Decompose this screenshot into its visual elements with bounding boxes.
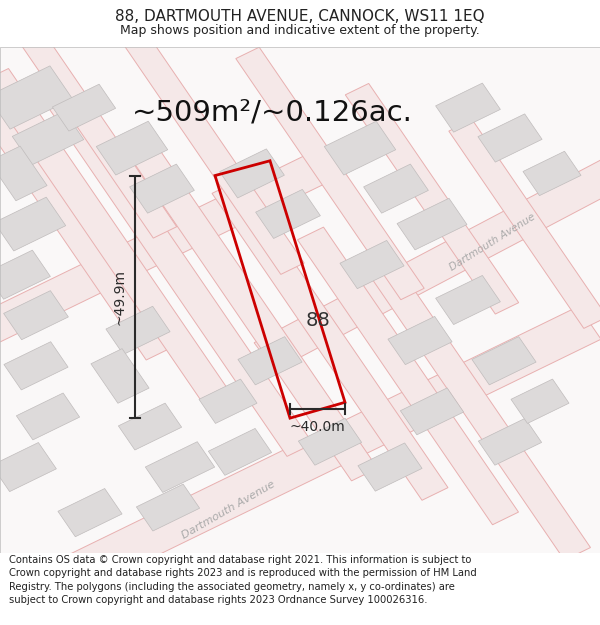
Polygon shape [370,262,590,560]
Polygon shape [436,276,500,324]
Polygon shape [511,379,569,423]
Polygon shape [96,121,168,175]
Polygon shape [4,291,68,340]
Polygon shape [478,114,542,162]
Polygon shape [220,149,284,198]
Polygon shape [0,47,600,553]
Polygon shape [0,18,175,360]
Polygon shape [91,349,149,403]
Polygon shape [145,442,215,493]
Polygon shape [346,84,518,314]
Polygon shape [4,8,176,238]
Polygon shape [298,227,518,525]
Text: 88: 88 [305,311,331,330]
Polygon shape [436,83,500,132]
Text: Dartmouth Avenue: Dartmouth Avenue [448,211,536,272]
Polygon shape [0,442,56,492]
Polygon shape [136,484,200,531]
Polygon shape [127,139,377,481]
Polygon shape [324,121,396,175]
Polygon shape [106,306,170,354]
Polygon shape [388,316,452,364]
Polygon shape [449,120,600,328]
Polygon shape [0,306,600,625]
Polygon shape [364,164,428,213]
Polygon shape [12,111,84,165]
Polygon shape [256,189,320,239]
Polygon shape [523,151,581,196]
Polygon shape [0,250,50,299]
Polygon shape [116,22,304,274]
Text: ~49.9m: ~49.9m [112,269,126,325]
Polygon shape [358,443,422,491]
Polygon shape [118,403,182,450]
Polygon shape [0,69,233,410]
Polygon shape [199,379,257,423]
Polygon shape [0,149,338,380]
Polygon shape [130,164,194,213]
Polygon shape [298,418,362,465]
Text: Contains OS data © Crown copyright and database right 2021. This information is : Contains OS data © Crown copyright and d… [9,555,477,605]
Polygon shape [16,393,80,440]
Polygon shape [52,84,116,131]
Polygon shape [208,428,272,476]
Polygon shape [472,337,536,385]
Polygon shape [58,489,122,537]
Polygon shape [238,337,302,385]
Polygon shape [400,388,464,435]
Polygon shape [340,241,404,289]
Polygon shape [254,128,600,371]
Text: Map shows position and indicative extent of the property.: Map shows position and indicative extent… [120,24,480,36]
Text: Dartmouth Avenue: Dartmouth Avenue [179,479,277,541]
Text: ~509m²/~0.126ac.: ~509m²/~0.126ac. [132,99,413,127]
Text: ~40.0m: ~40.0m [290,420,346,434]
Polygon shape [212,181,448,500]
Text: 88, DARTMOUTH AVENUE, CANNOCK, WS11 1EQ: 88, DARTMOUTH AVENUE, CANNOCK, WS11 1EQ [115,9,485,24]
Polygon shape [478,418,542,465]
Polygon shape [236,47,424,300]
Polygon shape [4,342,68,390]
Polygon shape [0,197,66,251]
Polygon shape [0,66,73,129]
Polygon shape [47,93,313,456]
Polygon shape [0,146,47,201]
Polygon shape [397,198,467,250]
